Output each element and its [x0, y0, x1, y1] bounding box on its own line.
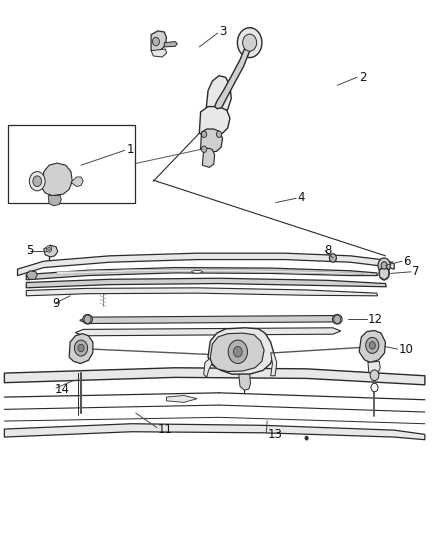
Polygon shape — [164, 42, 177, 47]
Ellipse shape — [83, 314, 92, 324]
Circle shape — [78, 344, 84, 352]
Polygon shape — [202, 148, 215, 167]
Polygon shape — [206, 76, 231, 119]
Polygon shape — [26, 288, 378, 296]
Ellipse shape — [192, 271, 202, 273]
Circle shape — [29, 172, 45, 191]
Circle shape — [379, 267, 389, 280]
Circle shape — [201, 131, 207, 138]
Circle shape — [371, 383, 378, 392]
Circle shape — [233, 346, 242, 357]
Polygon shape — [204, 358, 212, 377]
Polygon shape — [271, 353, 277, 376]
Circle shape — [216, 131, 222, 138]
Circle shape — [46, 246, 52, 252]
Ellipse shape — [332, 314, 342, 324]
Polygon shape — [215, 46, 252, 109]
Polygon shape — [18, 253, 394, 276]
Circle shape — [378, 258, 390, 273]
Circle shape — [48, 247, 50, 251]
Text: 13: 13 — [267, 428, 282, 441]
Circle shape — [33, 176, 42, 187]
Text: 1: 1 — [127, 143, 134, 156]
Circle shape — [334, 315, 341, 324]
Polygon shape — [57, 270, 364, 274]
Circle shape — [228, 340, 247, 364]
Polygon shape — [44, 245, 58, 257]
Polygon shape — [75, 328, 341, 336]
Text: 4: 4 — [298, 191, 305, 204]
Polygon shape — [359, 330, 385, 362]
Polygon shape — [239, 374, 251, 390]
Polygon shape — [26, 271, 37, 279]
Circle shape — [152, 37, 159, 46]
Circle shape — [74, 340, 88, 356]
Polygon shape — [4, 368, 425, 385]
Polygon shape — [48, 196, 61, 206]
Text: 6: 6 — [403, 255, 410, 268]
Text: 9: 9 — [53, 297, 60, 310]
Polygon shape — [69, 334, 93, 364]
Text: 14: 14 — [55, 383, 70, 395]
Circle shape — [366, 337, 379, 353]
Text: 11: 11 — [158, 423, 173, 435]
Polygon shape — [210, 333, 264, 372]
Circle shape — [305, 436, 308, 440]
Polygon shape — [80, 316, 342, 324]
Text: 7: 7 — [412, 265, 419, 278]
Polygon shape — [151, 49, 166, 57]
Polygon shape — [201, 129, 223, 152]
Circle shape — [369, 342, 375, 349]
Circle shape — [329, 254, 336, 262]
Circle shape — [381, 262, 387, 269]
Polygon shape — [42, 163, 72, 196]
Circle shape — [243, 34, 257, 51]
Polygon shape — [26, 278, 386, 288]
Polygon shape — [208, 328, 274, 374]
Polygon shape — [199, 107, 230, 136]
Text: 2: 2 — [359, 71, 367, 84]
Polygon shape — [4, 424, 425, 440]
Circle shape — [370, 370, 379, 381]
Text: 5: 5 — [26, 244, 34, 257]
Text: 12: 12 — [368, 313, 383, 326]
Polygon shape — [368, 361, 380, 375]
Polygon shape — [151, 31, 166, 51]
Polygon shape — [26, 268, 378, 280]
Polygon shape — [71, 177, 83, 187]
Circle shape — [84, 315, 91, 324]
Text: 10: 10 — [399, 343, 413, 356]
Polygon shape — [380, 267, 389, 280]
Text: 3: 3 — [219, 26, 226, 38]
Polygon shape — [166, 395, 197, 402]
Circle shape — [201, 146, 207, 152]
Circle shape — [237, 28, 262, 58]
Text: 8: 8 — [324, 244, 332, 257]
Bar — [8, 125, 135, 203]
